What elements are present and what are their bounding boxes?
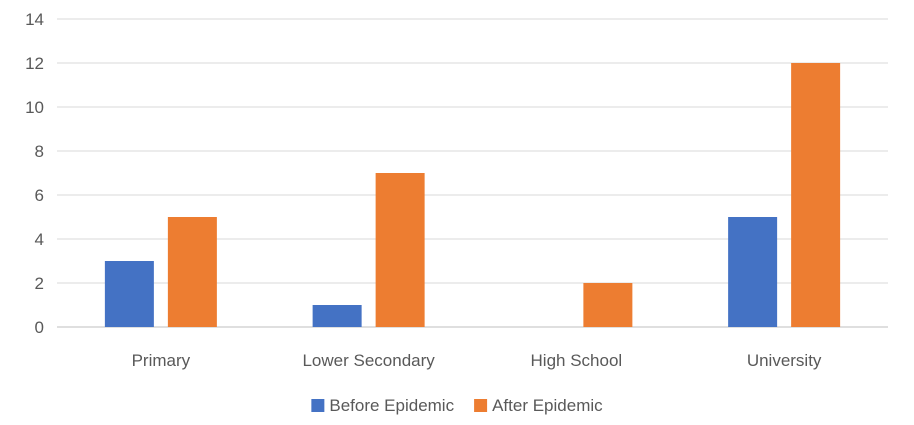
y-tick-label: 10: [25, 98, 44, 117]
bar-after-epidemic: [375, 173, 425, 327]
x-tick-label: Lower Secondary: [302, 351, 435, 370]
y-tick-label: 6: [35, 186, 44, 205]
legend: Before Epidemic After Epidemic: [311, 396, 603, 415]
y-tick-label: 4: [35, 230, 44, 249]
bar-before-epidemic: [312, 305, 362, 327]
y-tick-label: 8: [35, 142, 44, 161]
y-axis-ticks: 0 2 4 6 8 10 12 14: [25, 10, 44, 337]
bar-after-epidemic: [791, 63, 841, 327]
bar-after-epidemic: [167, 217, 217, 327]
y-tick-label: 0: [35, 318, 44, 337]
bar-after-epidemic: [583, 283, 633, 327]
y-tick-label: 2: [35, 274, 44, 293]
legend-swatch: [311, 399, 325, 412]
x-tick-label: Primary: [132, 351, 191, 370]
bars: [104, 63, 841, 327]
x-tick-label: High School: [531, 351, 623, 370]
legend-label: Before Epidemic: [329, 396, 454, 415]
bar-before-epidemic: [728, 217, 778, 327]
bar-before-epidemic: [104, 261, 154, 327]
y-tick-label: 14: [25, 10, 44, 29]
legend-swatch: [474, 399, 488, 412]
y-tick-label: 12: [25, 54, 44, 73]
x-axis-ticks: Primary Lower Secondary High School Univers…: [132, 351, 822, 370]
legend-label: After Epidemic: [492, 396, 603, 415]
x-tick-label: University: [747, 351, 822, 370]
